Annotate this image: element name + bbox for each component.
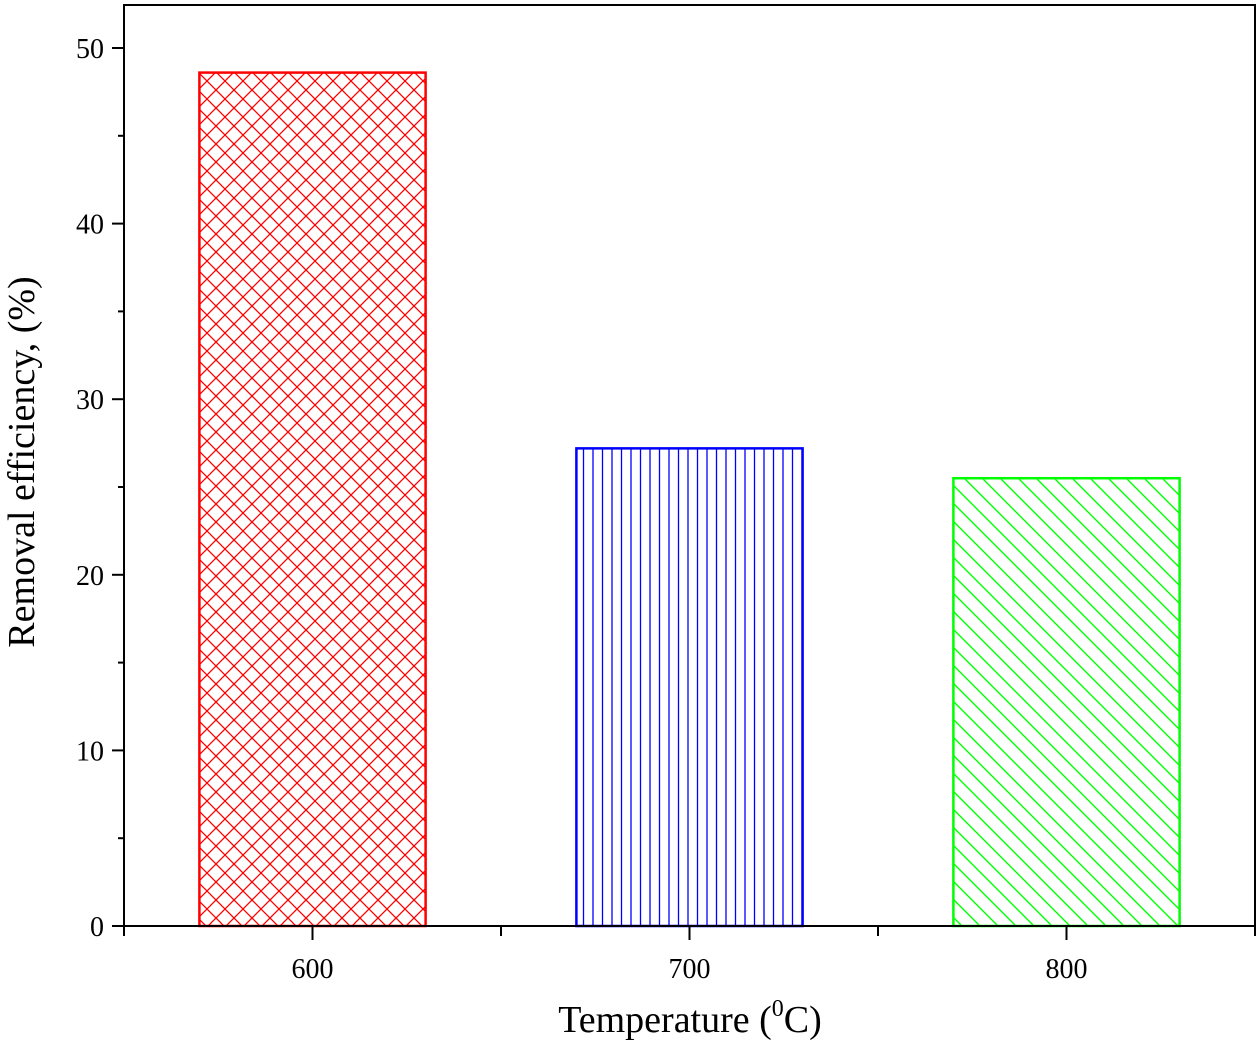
- x-tick-label: 600: [292, 954, 334, 985]
- y-axis-ticks: 0 10 20 30 40 50: [76, 34, 124, 943]
- y-tick-label: 50: [76, 34, 104, 65]
- x-tick-label: 700: [669, 954, 711, 985]
- x-axis-title-superscript: 0: [772, 996, 784, 1022]
- y-tick-label: 0: [90, 912, 104, 943]
- x-axis-title-suffix: C): [784, 999, 822, 1041]
- bar-700: [575, 447, 804, 928]
- y-axis-title: Removal efficiency, (%): [1, 276, 43, 647]
- y-tick-label: 10: [76, 736, 104, 767]
- x-axis-title-main: Temperature (: [558, 999, 772, 1041]
- y-tick-label: 30: [76, 385, 104, 416]
- y-tick-label: 40: [76, 210, 104, 241]
- x-axis-ticks: 600 700 800: [123, 926, 1256, 985]
- x-tick-label: 800: [1046, 954, 1088, 985]
- bars-group: [198, 71, 1181, 928]
- y-tick-label: 20: [76, 561, 104, 592]
- bar-800: [952, 476, 1181, 928]
- bar-600: [198, 71, 427, 928]
- x-axis-title: Temperature (0C): [558, 996, 822, 1041]
